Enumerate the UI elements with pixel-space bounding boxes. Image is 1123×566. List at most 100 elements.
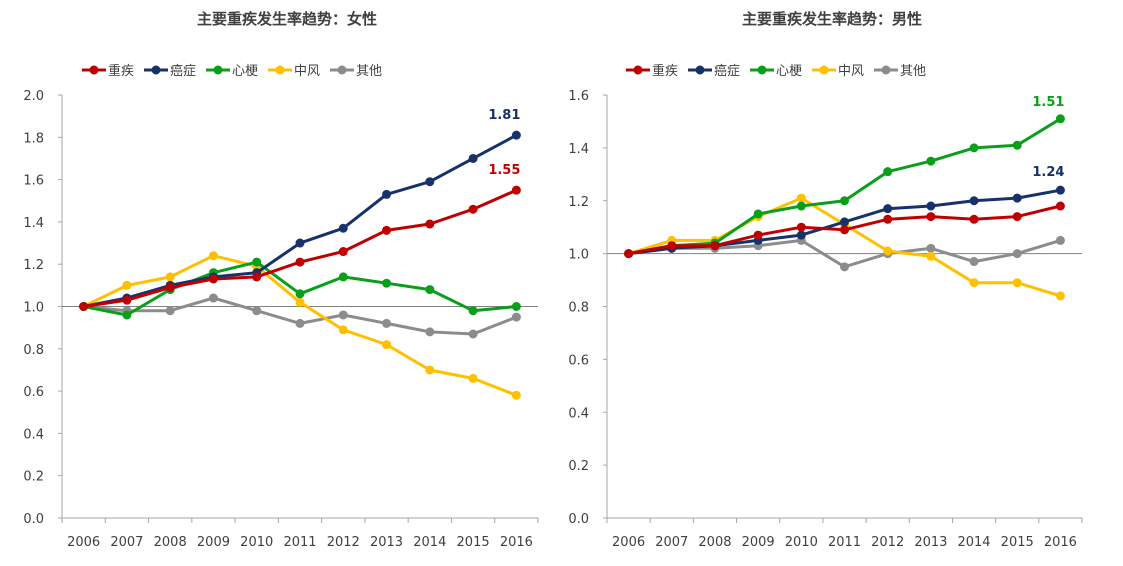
data-point xyxy=(122,280,132,290)
x-tick-label: 2015 xyxy=(457,535,490,550)
legend-label: 重疾 xyxy=(652,63,678,79)
data-point xyxy=(883,167,893,177)
data-point xyxy=(624,249,634,259)
y-tick-label: 1.2 xyxy=(568,195,589,210)
legend-label: 癌症 xyxy=(170,63,196,79)
data-point xyxy=(1012,212,1022,222)
data-point xyxy=(295,257,305,267)
legend-marker xyxy=(275,65,285,75)
data-point xyxy=(338,223,348,233)
y-tick-label: 1.2 xyxy=(23,258,44,273)
data-point xyxy=(208,274,218,284)
data-point xyxy=(926,243,936,253)
x-tick-label: 2007 xyxy=(110,535,143,550)
data-point xyxy=(425,285,435,295)
data-point xyxy=(382,340,392,350)
y-tick-label: 1.6 xyxy=(568,89,589,104)
legend-label: 中风 xyxy=(838,64,864,79)
data-point xyxy=(969,278,979,288)
data-point xyxy=(468,373,478,383)
data-point xyxy=(252,306,262,316)
x-tick-label: 2012 xyxy=(871,535,904,550)
data-point xyxy=(295,238,305,248)
data-point xyxy=(295,318,305,328)
legend-label: 癌症 xyxy=(714,63,740,79)
legend-marker xyxy=(151,65,161,75)
data-point xyxy=(468,306,478,316)
data-point xyxy=(710,241,720,251)
x-tick-label: 2009 xyxy=(742,535,775,550)
data-point xyxy=(425,327,435,337)
x-tick-label: 2015 xyxy=(1001,535,1034,550)
series-重疾 xyxy=(624,201,1065,259)
data-point xyxy=(753,209,763,219)
data-point xyxy=(1055,114,1065,124)
legend-marker xyxy=(757,65,767,75)
data-point xyxy=(511,302,521,311)
data-label: 1.81 xyxy=(488,108,520,123)
data-point xyxy=(208,251,218,261)
legend-item: 癌症 xyxy=(144,63,196,79)
data-point xyxy=(926,251,936,261)
legend-marker xyxy=(695,65,705,75)
y-tick-label: 0.8 xyxy=(23,343,44,358)
legend-item: 重疾 xyxy=(82,63,134,79)
data-point xyxy=(753,230,763,240)
data-point xyxy=(969,143,979,153)
data-point xyxy=(667,241,677,251)
data-point xyxy=(165,282,175,292)
y-tick-label: 1.8 xyxy=(23,131,44,146)
data-point xyxy=(1055,235,1065,245)
data-point xyxy=(840,225,849,235)
x-tick-label: 2008 xyxy=(154,535,187,550)
data-point xyxy=(969,214,979,224)
y-tick-label: 0.0 xyxy=(23,512,44,527)
data-point xyxy=(883,246,893,256)
data-point xyxy=(796,222,806,232)
data-point xyxy=(252,257,262,267)
data-point xyxy=(926,156,936,166)
y-tick-label: 0.0 xyxy=(568,512,589,527)
legend-item: 心梗 xyxy=(750,64,802,79)
data-point xyxy=(796,230,806,240)
data-point xyxy=(338,325,348,335)
data-point xyxy=(926,212,936,222)
data-point xyxy=(122,310,132,320)
data-point xyxy=(1055,185,1065,195)
legend-item: 心梗 xyxy=(206,64,258,79)
x-tick-label: 2014 xyxy=(957,535,990,550)
y-tick-label: 0.4 xyxy=(568,406,589,421)
data-point xyxy=(511,130,521,140)
y-tick-label: 0.6 xyxy=(568,353,589,368)
data-point xyxy=(338,272,348,282)
data-point xyxy=(1012,140,1022,150)
data-point xyxy=(926,201,936,211)
series-心梗 xyxy=(79,257,521,320)
data-point xyxy=(425,365,435,375)
x-tick-label: 2013 xyxy=(914,535,947,550)
data-point xyxy=(840,262,849,272)
series-重疾 xyxy=(79,185,521,311)
legend-marker xyxy=(819,65,829,75)
y-tick-label: 0.6 xyxy=(23,385,44,400)
x-tick-label: 2011 xyxy=(828,535,861,550)
data-point xyxy=(382,189,392,199)
legend-item: 癌症 xyxy=(688,63,740,79)
data-point xyxy=(425,219,435,229)
x-tick-label: 2011 xyxy=(283,535,316,550)
legend-item: 中风 xyxy=(268,64,320,79)
data-point xyxy=(840,196,849,206)
data-point xyxy=(883,204,893,214)
y-tick-label: 1.6 xyxy=(23,174,44,189)
data-point xyxy=(165,272,175,282)
data-point xyxy=(969,257,979,267)
data-point xyxy=(122,295,132,305)
data-point xyxy=(840,217,849,227)
legend-label: 心梗 xyxy=(232,64,258,79)
y-tick-label: 1.4 xyxy=(23,216,44,231)
y-tick-label: 0.8 xyxy=(568,301,589,316)
series-癌症 xyxy=(79,130,521,311)
series-line xyxy=(83,260,517,317)
